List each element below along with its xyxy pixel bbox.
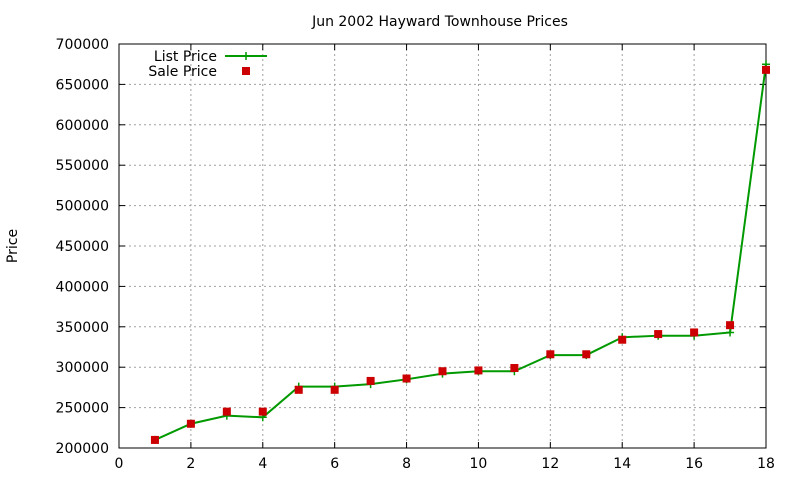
y-tick-label: 550000: [56, 158, 109, 174]
sale-price-point: [330, 385, 339, 394]
list-price-point: [726, 328, 735, 337]
x-tick-label: 4: [258, 456, 267, 472]
x-tick-label: 6: [330, 456, 339, 472]
list-price-line: [154, 64, 767, 441]
sale-price-point: [150, 435, 159, 444]
legend: List Price Sale Price: [148, 49, 267, 80]
sale-price-point: [726, 321, 735, 330]
y-tick-label: 650000: [56, 77, 109, 93]
y-tick-label: 600000: [56, 118, 109, 134]
sale-price-point: [654, 330, 663, 339]
x-tick-label: 0: [115, 456, 124, 472]
sale-price-point: [762, 65, 770, 74]
x-tick-label: 10: [470, 456, 488, 472]
y-tick-label: 400000: [56, 279, 109, 295]
y-axis-label: Price: [5, 229, 21, 263]
sale-price-point: [510, 364, 519, 373]
sale-price-point: [258, 407, 267, 416]
grid-lines: [119, 44, 766, 448]
x-tick-label: 14: [613, 456, 631, 472]
sale-price-point: [366, 376, 375, 385]
sale-price-point: [402, 374, 411, 383]
y-tick-label: 250000: [56, 401, 109, 417]
y-tick-label: 300000: [56, 360, 109, 376]
sale-price-point: [438, 367, 447, 376]
y-tick-label: 200000: [56, 441, 109, 457]
plot-area-border: [118, 43, 767, 449]
sale-price-point: [186, 419, 195, 428]
sale-price-point: [618, 335, 627, 344]
x-tick-label: 12: [541, 456, 559, 472]
x-tick-label: 8: [402, 456, 411, 472]
chart-title: Jun 2002 Hayward Townhouse Prices: [311, 14, 568, 30]
x-tick-label: 16: [685, 456, 703, 472]
legend-label-sale-price: Sale Price: [148, 64, 217, 80]
x-tick-label: 18: [757, 456, 775, 472]
sale-price-point: [474, 366, 483, 375]
sale-price-point: [690, 328, 699, 337]
sale-price-point: [546, 350, 555, 359]
sale-price-point: [294, 385, 303, 394]
axis-ticks: 0 2 4 6 8 10 12 14 16 18 200000 250000 300000 350000 4…: [56, 37, 775, 472]
y-tick-label: 350000: [56, 320, 109, 336]
x-tick-label: 2: [186, 456, 195, 472]
data-series: [150, 60, 770, 444]
y-tick-label: 500000: [56, 199, 109, 215]
legend-marker-sale-price: [242, 67, 250, 75]
sale-price-point: [582, 350, 591, 359]
sale-price-point: [222, 407, 231, 416]
y-tick-label: 700000: [56, 37, 109, 53]
legend-marker-list-price: [242, 52, 250, 60]
legend-label-list-price: List Price: [154, 49, 217, 65]
y-tick-label: 450000: [56, 239, 109, 255]
